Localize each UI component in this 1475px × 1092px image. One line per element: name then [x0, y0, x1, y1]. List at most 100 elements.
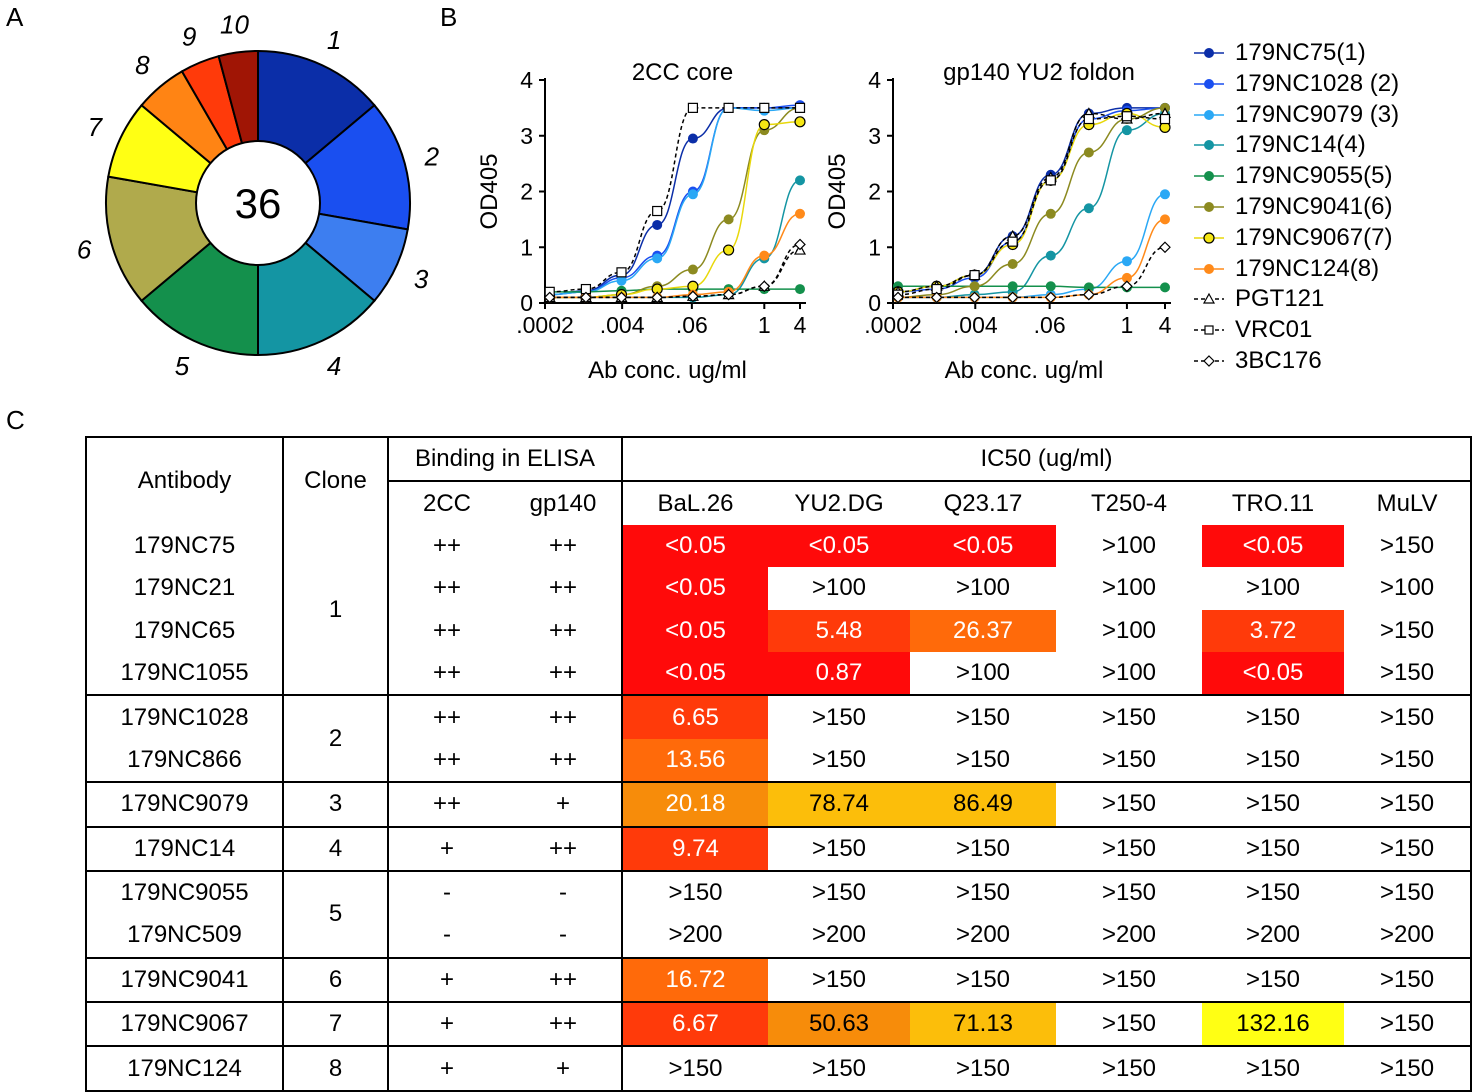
clone-cell: 6: [283, 957, 389, 1004]
data-point: [722, 288, 735, 301]
table-row: 179NC75 1 ++ ++ <0.05 <0.05 <0.05 >100 <0.05 >150: [85, 524, 1473, 697]
series-line: [549, 107, 801, 299]
binding-gp140-cell: ++: [505, 826, 623, 872]
data-point: [1121, 125, 1132, 136]
ic50-cell: >100: [811, 574, 867, 602]
table-row: 179NC866 ++ ++ 13.56 >150 >150 >150 >150 >150: [85, 738, 1473, 784]
pie-slice-label: 8: [135, 50, 150, 80]
ic50-cell: >150: [622, 1046, 768, 1092]
table-row: 179NC1055 ++ ++ <0.05 0.87 >100 >100 <0.05 >150: [85, 651, 1473, 697]
data-point: [1160, 282, 1170, 293]
legend-swatch: [1194, 171, 1224, 182]
clone-cell: 4: [283, 826, 389, 872]
data-point: [1083, 147, 1094, 158]
data-point: [1121, 256, 1132, 267]
binding-2cc-cell: +: [388, 1046, 505, 1092]
binding-gp140-cell: -: [505, 914, 623, 959]
header-col: YU2.DG: [794, 489, 884, 517]
binding-2cc-cell: ++: [388, 651, 505, 697]
binding-2cc-cell: -: [388, 914, 505, 959]
legend-label: 179NC9041(6): [1235, 192, 1393, 220]
table-row: 179NC9079 3 ++ +20.18 78.74 86.49 >150 >150 >150: [85, 782, 1473, 828]
ic50-cell: >150: [1202, 957, 1344, 1004]
y-axis-label: OD405: [476, 153, 503, 229]
x-axis-label: Ab conc. ug/ml: [588, 357, 747, 384]
clone-cell: 2: [283, 695, 389, 784]
binding-gp140-cell: ++: [505, 957, 623, 1004]
data-point: [616, 267, 627, 278]
ic50-cell: >150: [1202, 826, 1344, 872]
ic50-cell: <0.05: [622, 609, 768, 652]
ic50-cell: >150: [768, 1046, 910, 1092]
x-tick-label: .0002: [516, 312, 574, 338]
legend-swatch: [1194, 232, 1224, 244]
ic50-cell: <0.05: [1202, 651, 1344, 697]
table-row: 179NC14 4 + ++ 9.74 >150 >150 >150 >150 >150: [85, 826, 1473, 872]
ic50-cell: <0.05: [622, 567, 768, 610]
series-11: [543, 238, 806, 304]
pie-center: [195, 140, 321, 266]
ic50-cell: >150: [1344, 782, 1473, 828]
data-point: [1083, 113, 1094, 125]
binding-gp140-cell: ++: [505, 738, 623, 784]
series-line: [549, 121, 801, 299]
data-point: [1083, 282, 1094, 293]
binding-gp140-cell: +: [505, 1046, 623, 1092]
table-row: 179NC9041 6 + ++ 16.72 >150 >150 >150 >150 >150: [85, 957, 1473, 1004]
table-row: 179NC65 ++ ++ <0.05 5.48 26.37 >100 3.72 >150: [85, 609, 1473, 652]
data-point: [1044, 291, 1057, 304]
pie-slice-label: 2: [424, 141, 440, 171]
ic50-cell: >150: [910, 957, 1056, 1004]
ic50-cell: >150: [1056, 1046, 1202, 1092]
ic50-cell: >200: [622, 914, 768, 959]
antibody-cell: 179NC124: [85, 1046, 284, 1092]
ic50-cell: >150: [955, 879, 1011, 907]
header-clone: Clone: [283, 436, 389, 525]
legend-swatch: [1194, 325, 1224, 335]
antibody-cell: 179NC866: [85, 738, 284, 784]
x-tick-label: 1: [758, 312, 771, 338]
table-row: 179NC1028 2 ++ ++ 6.65 >150 >150 >150 >150 >150: [85, 695, 1473, 784]
series-7: [892, 107, 1171, 298]
data-point: [759, 250, 770, 261]
binding-2cc-cell: ++: [388, 782, 505, 828]
ic50-cell: >150: [1056, 782, 1202, 828]
clone-cell: 5: [283, 870, 389, 959]
chart-title: 2CC core: [632, 59, 733, 86]
pie-slice-label: 1: [327, 25, 341, 55]
data-point: [723, 102, 734, 113]
data-point: [1045, 175, 1056, 186]
data-point: [969, 281, 980, 292]
ic50-cell: 86.49: [910, 782, 1056, 828]
ic50-cell: 5.48: [768, 609, 910, 652]
data-point: [1160, 189, 1170, 200]
ic50-cell: >200: [910, 914, 1056, 959]
ic50-cell: 71.13: [910, 1002, 1056, 1048]
ic50-cell: 20.18: [622, 782, 768, 828]
ic50-cell: >100: [1245, 574, 1301, 602]
ic50-cell: >150: [1202, 1046, 1344, 1092]
ic50-cell: >200: [1344, 914, 1473, 959]
ic50-cell: 50.63: [768, 1002, 910, 1048]
ic50-cell: >150: [1056, 1002, 1202, 1048]
ic50-cell: >100: [1101, 531, 1157, 559]
clone-pie-chart: 1 2 3 4 5 6 7 8 9 10 36: [77, 10, 440, 382]
data-point: [1045, 281, 1056, 292]
header-col: Q23.17: [943, 489, 1023, 517]
series-line: [549, 107, 800, 296]
ic50-cell: >150: [1344, 651, 1473, 697]
series-line: [549, 107, 800, 293]
pie-slice-label: 7: [88, 112, 104, 142]
x-tick-label: 1: [1121, 312, 1134, 338]
ic50-cell: >150: [910, 738, 1056, 784]
data-point: [1159, 241, 1171, 254]
y-tick-label: 4: [868, 67, 881, 93]
ic50-cell: <0.05: [768, 524, 910, 568]
antibody-cell: 179NC1028: [85, 695, 284, 739]
ic50-cell: <0.05: [910, 524, 1056, 568]
panel-label-a: A: [6, 2, 24, 32]
table-row: 179NC9055 5- - >150 >150 >150 >150 >150 >150: [85, 870, 1473, 959]
table-row: 179NC9067 7 + ++ 6.67 50.63 71.13 >150 132.16 >15…: [85, 1002, 1473, 1048]
ic50-cell: 9.74: [622, 826, 768, 872]
binding-2cc-cell: +: [388, 826, 505, 872]
